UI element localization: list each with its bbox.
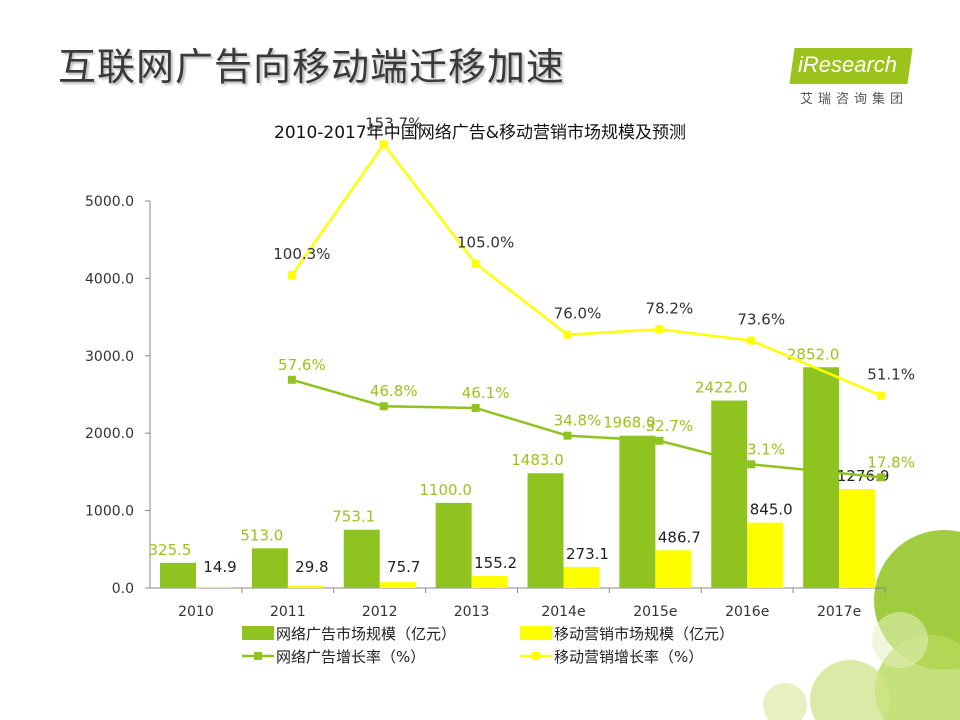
growth-mobile-marketing-label: 76.0%	[554, 305, 602, 323]
decor-circle	[763, 683, 807, 720]
growth-online-ad-marker	[287, 375, 296, 384]
growth-mobile-marketing-marker	[563, 330, 572, 339]
iresearch-logo: iResearch 艾瑞咨询集团	[784, 48, 914, 108]
x-tick-label: 2013	[454, 604, 490, 620]
chart-title: 2010-2017年中国网络广告&移动营销市场规模及预测	[274, 123, 686, 143]
x-tick-label: 2017e	[817, 604, 861, 620]
growth-mobile-marketing-marker	[747, 336, 756, 345]
growth-online-ad-label: 46.8%	[370, 382, 418, 400]
growth-mobile-marketing-label: 51.1%	[867, 366, 915, 384]
bar-online-ad	[803, 367, 840, 588]
bar-mobile-marketing	[563, 566, 600, 588]
bar-mobile-marketing	[839, 489, 876, 588]
growth-online-ad-label: 17.8%	[867, 453, 915, 471]
growth-mobile-marketing-marker	[655, 325, 664, 334]
x-tick-label: 2014e	[541, 604, 585, 620]
growth-online-ad-marker	[379, 402, 388, 411]
growth-online-ad-marker	[747, 460, 756, 469]
data-label-online-ad: 2422.0	[695, 379, 748, 397]
x-tick-label: 2011	[270, 604, 306, 620]
growth-mobile-marketing-label: 153.7%	[365, 114, 422, 132]
data-label-mobile-marketing: 14.9	[203, 558, 236, 576]
y-tick-label: 0.0	[112, 581, 134, 597]
legend-mobile-marketing-growth-text: 移动营销增长率（%）	[554, 648, 703, 666]
x-tick-label: 2016e	[725, 604, 769, 620]
y-tick-label: 5000.0	[85, 194, 134, 210]
y-tick-label: 1000.0	[85, 504, 134, 520]
legend-mobile-marketing-size-swatch	[520, 626, 552, 640]
bar-online-ad	[619, 435, 656, 588]
logo-subtitle: 艾瑞咨询集团	[800, 92, 909, 107]
growth-online-ad-marker	[471, 403, 480, 412]
data-label-online-ad: 1483.0	[511, 451, 564, 469]
growth-mobile-marketing-marker	[287, 271, 296, 280]
growth-mobile-marketing-marker	[379, 140, 388, 149]
decor-circle	[872, 612, 928, 668]
data-label-mobile-marketing: 273.1	[566, 545, 609, 563]
bar-mobile-marketing	[196, 586, 232, 588]
data-label-online-ad: 325.5	[149, 541, 192, 559]
legend: 网络广告市场规模（亿元） 移动营销市场规模（亿元） 网络广告增长率（%） 移动营销增长…	[242, 625, 734, 666]
bar-online-ad	[160, 562, 196, 588]
bar-online-ad	[711, 400, 748, 588]
data-label-mobile-marketing: 486.7	[658, 528, 701, 546]
decor-circle	[810, 660, 890, 720]
legend-online-ad-size-swatch	[242, 626, 274, 640]
bar-mobile-marketing	[747, 522, 784, 588]
y-tick-label: 4000.0	[85, 271, 134, 287]
x-tick-label: 2010	[178, 604, 214, 620]
bar-mobile-marketing	[287, 585, 324, 588]
growth-mobile-marketing-marker	[471, 259, 480, 268]
legend-online-ad-size-text: 网络广告市场规模（亿元）	[276, 625, 456, 643]
growth-online-ad-label: 46.1%	[462, 384, 510, 402]
x-tick-label: 2012	[362, 604, 398, 620]
growth-online-ad-label: 23.1%	[737, 440, 785, 458]
bar-online-ad	[343, 529, 380, 588]
y-tick-label: 3000.0	[85, 349, 134, 365]
bar-online-ad	[527, 473, 564, 588]
legend-mobile-marketing-growth-marker	[532, 652, 540, 660]
data-label-online-ad: 1100.0	[419, 481, 472, 499]
growth-mobile-marketing-label: 105.0%	[457, 234, 514, 252]
legend-online-ad-growth-text: 网络广告增长率（%）	[276, 648, 425, 666]
plot-area: 5000.0 4000.0 3000.0 2000.0 1000.0 0.0 2010 201…	[85, 114, 915, 620]
data-label-mobile-marketing: 29.8	[295, 558, 328, 576]
bar-online-ad	[435, 502, 472, 588]
legend-mobile-marketing-size-text: 移动营销市场规模（亿元）	[554, 625, 734, 643]
data-label-online-ad: 753.1	[332, 508, 375, 526]
growth-mobile-marketing-marker	[877, 391, 886, 400]
bar-mobile-marketing	[379, 582, 416, 588]
growth-online-ad-label: 32.7%	[646, 417, 694, 435]
data-label-online-ad: 2852.0	[787, 345, 840, 363]
data-label-mobile-marketing: 75.7	[387, 558, 420, 576]
growth-mobile-marketing-line	[290, 142, 882, 397]
growth-mobile-marketing-label: 73.6%	[737, 311, 785, 329]
growth-online-ad-marker	[877, 473, 886, 482]
slide-title: 互联网广告向移动端迁移加速	[58, 45, 566, 89]
growth-online-ad-label: 34.8%	[554, 412, 602, 430]
growth-online-ad-marker	[655, 436, 664, 445]
y-tick-label: 2000.0	[85, 426, 134, 442]
logo-wordmark: iResearch	[798, 52, 898, 77]
growth-mobile-marketing-label: 78.2%	[646, 299, 694, 317]
bar-online-ad	[251, 548, 288, 588]
growth-online-ad-marker	[563, 431, 572, 440]
bar-mobile-marketing	[471, 575, 508, 588]
decorative-circles	[763, 530, 960, 720]
legend-online-ad-growth-marker	[254, 652, 262, 660]
growth-mobile-marketing-label: 100.3%	[273, 245, 330, 263]
data-label-mobile-marketing: 155.2	[474, 554, 517, 572]
bar-mobile-marketing	[655, 550, 692, 588]
growth-online-ad-label: 57.6%	[278, 356, 326, 374]
data-label-online-ad: 1968.0	[603, 414, 656, 432]
data-label-mobile-marketing: 845.0	[750, 501, 793, 519]
data-label-online-ad: 513.0	[240, 526, 283, 544]
x-tick-label: 2015e	[633, 604, 677, 620]
